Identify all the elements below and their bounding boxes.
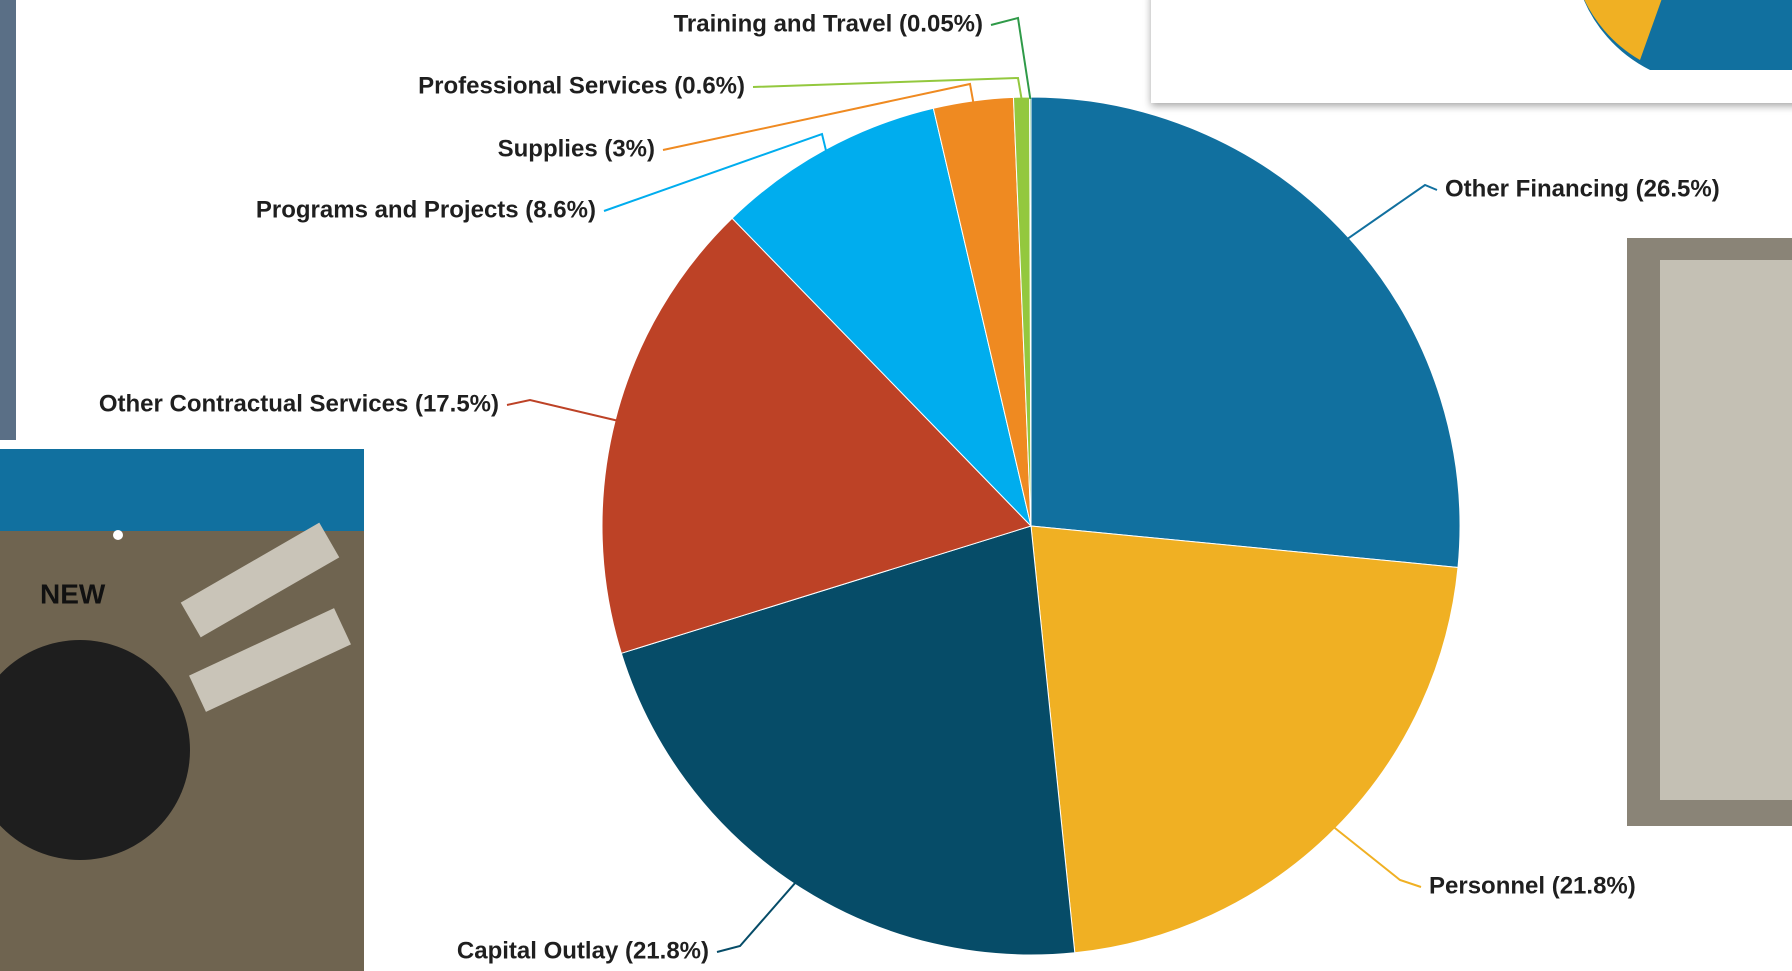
slice-label: Training and Travel (0.05%) xyxy=(674,10,983,37)
slice-label: Other Contractual Services (17.5%) xyxy=(99,390,499,417)
leader-line xyxy=(507,400,617,421)
pie-slice xyxy=(1031,526,1458,953)
photo-label: NEW xyxy=(40,578,106,609)
page: NEW Other Financing (26.5%) Personnel (21… xyxy=(0,0,1792,971)
slice-label: Professional Services (0.6%) xyxy=(418,72,745,99)
leader-line xyxy=(753,78,1022,99)
leader-line xyxy=(1334,827,1421,887)
leader-line xyxy=(991,18,1030,99)
chart: NEW Other Financing (26.5%) Personnel (21… xyxy=(0,0,1792,971)
photo-left-bottom: NEW xyxy=(0,449,364,971)
slice-label: Other Financing (26.5%) xyxy=(1445,175,1720,202)
photo-left-top xyxy=(0,0,16,440)
slice-label: Personnel (21.8%) xyxy=(1429,872,1636,899)
pie-slice xyxy=(1031,97,1460,567)
slice-label: Programs and Projects (8.6%) xyxy=(256,196,596,223)
card-top-right xyxy=(1151,0,1792,103)
slice-label: Capital Outlay (21.8%) xyxy=(457,937,709,964)
photo-right xyxy=(1627,238,1792,826)
leader-line xyxy=(717,882,796,952)
slice-label: Supplies (3%) xyxy=(498,135,655,162)
leader-line xyxy=(1347,185,1437,239)
